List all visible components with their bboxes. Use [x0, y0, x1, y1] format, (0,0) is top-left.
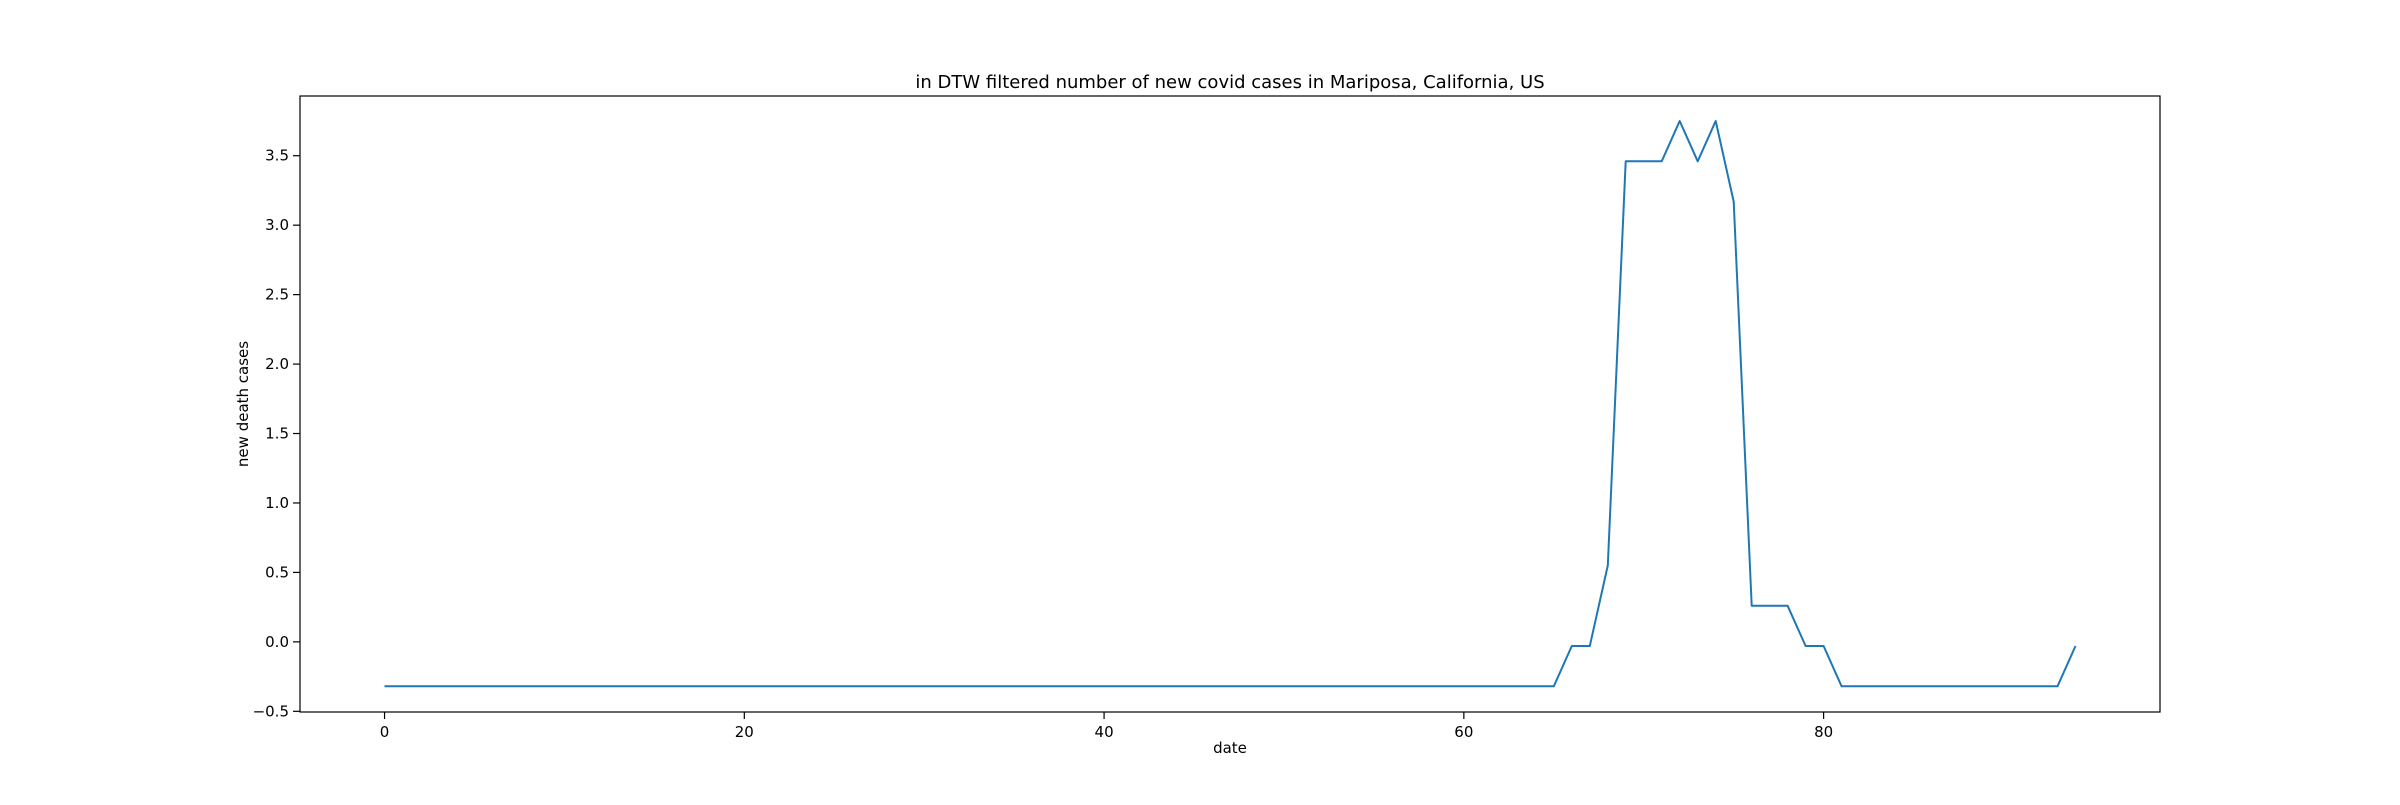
y-tick-label: 2.5	[265, 286, 289, 304]
y-tick-label: 3.0	[265, 216, 289, 234]
x-axis-label: date	[1213, 739, 1247, 757]
x-tick-label: 40	[1095, 723, 1114, 741]
y-axis-label: new death cases	[234, 341, 252, 467]
y-tick-label: −0.5	[253, 702, 289, 720]
y-tick-label: 2.0	[265, 355, 289, 373]
series-line	[384, 120, 2077, 688]
y-axis: −0.5 0.0 0.5 1.0 1.5 2.0 2.5 3.0 3.5	[253, 147, 300, 720]
y-tick-label: 0.5	[265, 563, 289, 581]
x-tick-label: 0	[380, 723, 390, 741]
y-tick-label: 0.0	[265, 633, 289, 651]
plot-area-frame	[299, 95, 2161, 713]
y-tick-label: 1.0	[265, 494, 289, 512]
y-tick-label: 1.5	[265, 425, 289, 443]
y-tick-label: 3.5	[265, 147, 289, 165]
x-tick-label: 80	[1814, 723, 1833, 741]
x-tick-label: 60	[1454, 723, 1473, 741]
chart-title: in DTW filtered number of new covid case…	[915, 72, 1544, 93]
x-axis: 0 20 40 60 80	[380, 712, 1833, 741]
x-tick-label: 20	[735, 723, 754, 741]
